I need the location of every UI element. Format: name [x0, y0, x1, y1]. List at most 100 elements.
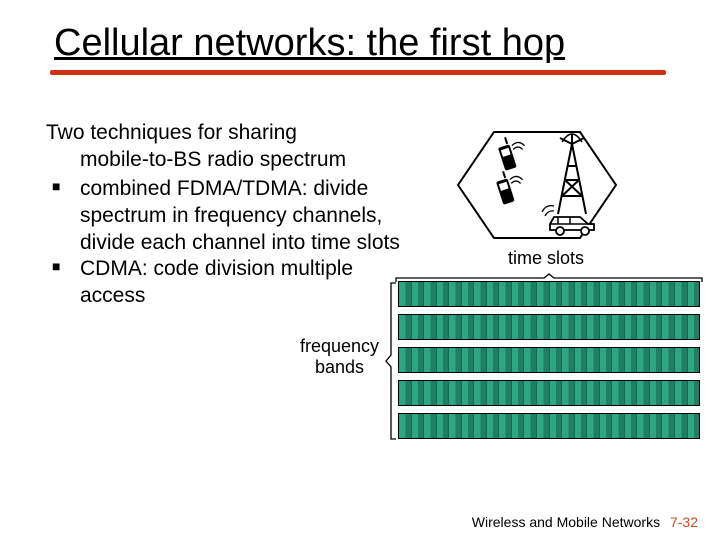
body-text-block: Two techniques for sharing mobile-to-BS … [46, 120, 406, 310]
time-slot [437, 381, 450, 405]
frequency-band-row [398, 347, 700, 373]
time-slot [474, 414, 487, 438]
time-slot [662, 315, 675, 339]
time-slot [550, 348, 563, 372]
frequency-band-row [398, 281, 700, 307]
time-slot [524, 348, 537, 372]
time-slot [675, 348, 688, 372]
time-slot [612, 315, 625, 339]
time-slot [474, 315, 487, 339]
time-slot [600, 381, 613, 405]
time-slot [499, 381, 512, 405]
time-slot [424, 414, 437, 438]
time-slot [474, 381, 487, 405]
time-slot [462, 315, 475, 339]
time-slot [675, 414, 688, 438]
time-slot [487, 348, 500, 372]
time-slot [537, 414, 550, 438]
time-slot [550, 414, 563, 438]
time-slot [437, 414, 450, 438]
frequency-band-row [398, 314, 700, 340]
time-slot [399, 414, 412, 438]
time-slot [587, 414, 600, 438]
time-slot [499, 282, 512, 306]
time-slot [650, 414, 663, 438]
time-slot [625, 381, 638, 405]
time-slot [474, 282, 487, 306]
time-slot [688, 315, 700, 339]
time-slot [562, 282, 575, 306]
time-slot [462, 282, 475, 306]
time-slot [650, 381, 663, 405]
time-slot [550, 315, 563, 339]
time-slot [587, 348, 600, 372]
frequency-band-row [398, 380, 700, 406]
time-slot [412, 315, 425, 339]
time-slot [449, 348, 462, 372]
frequency-band-row [398, 413, 700, 439]
time-slot [462, 348, 475, 372]
fdma-tdma-grid [398, 281, 700, 446]
time-slot [637, 381, 650, 405]
time-slot [650, 282, 663, 306]
time-slot [424, 381, 437, 405]
footer-page-number: 7-32 [670, 514, 698, 530]
time-slot [600, 282, 613, 306]
time-slot [600, 348, 613, 372]
time-slot [524, 381, 537, 405]
time-slot [550, 282, 563, 306]
time-slot [662, 414, 675, 438]
time-slot [499, 414, 512, 438]
time-slot [562, 315, 575, 339]
time-slot [637, 315, 650, 339]
time-slot [537, 315, 550, 339]
time-slot [550, 381, 563, 405]
time-slot [512, 381, 525, 405]
cell-hexagon-diagram [452, 126, 622, 244]
time-slot [675, 381, 688, 405]
time-slot [625, 414, 638, 438]
time-slot [562, 381, 575, 405]
time-slot [688, 381, 700, 405]
time-slot [487, 414, 500, 438]
time-slot [424, 282, 437, 306]
time-slot [524, 315, 537, 339]
frequency-bands-label-line1: frequency [300, 336, 379, 356]
time-slot [575, 381, 588, 405]
time-slot [600, 414, 613, 438]
time-slot [524, 282, 537, 306]
time-slot [537, 282, 550, 306]
slide-footer: Wireless and Mobile Networks 7-32 [472, 514, 698, 530]
time-slot [462, 414, 475, 438]
time-slot [562, 414, 575, 438]
title-underline [50, 70, 666, 75]
time-slot [662, 381, 675, 405]
bullet-item-fdma-tdma: combined FDMA/TDMA: divide spectrum in f… [46, 176, 406, 257]
time-slot [575, 282, 588, 306]
time-slot [662, 282, 675, 306]
time-slot [637, 414, 650, 438]
frequency-bands-label: frequency bands [300, 336, 379, 377]
time-slot [637, 282, 650, 306]
time-slot [537, 348, 550, 372]
bullet-item-cdma: CDMA: code division multiple access [46, 256, 406, 310]
time-slot [512, 348, 525, 372]
slide-title: Cellular networks: the first hop [54, 22, 565, 65]
time-slot [512, 315, 525, 339]
time-slot [424, 348, 437, 372]
intro-line-2: mobile-to-BS radio spectrum [46, 147, 406, 174]
time-slot [524, 414, 537, 438]
time-slot [399, 282, 412, 306]
time-slot [662, 348, 675, 372]
time-slot [625, 282, 638, 306]
time-slot [612, 414, 625, 438]
time-slot [688, 414, 700, 438]
time-slot [437, 315, 450, 339]
time-slot [650, 348, 663, 372]
time-slot [675, 282, 688, 306]
time-slot [612, 348, 625, 372]
time-slot [412, 282, 425, 306]
time-slot [437, 348, 450, 372]
time-slot [487, 282, 500, 306]
time-slot [512, 414, 525, 438]
